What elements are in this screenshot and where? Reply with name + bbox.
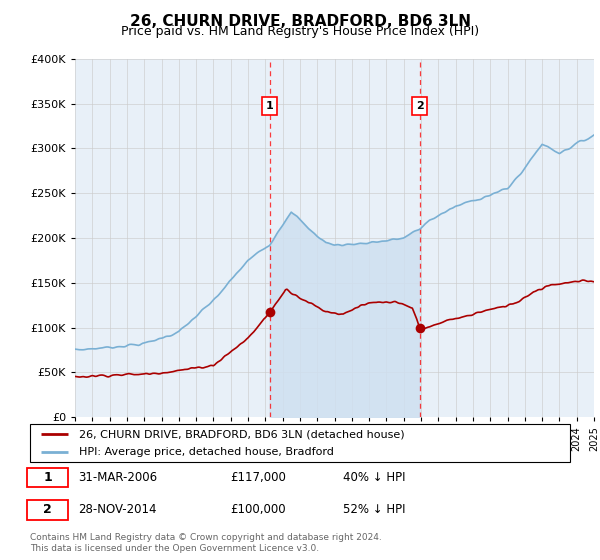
Text: 1: 1 [266,101,274,111]
FancyBboxPatch shape [28,468,68,487]
Text: 28-NOV-2014: 28-NOV-2014 [79,503,157,516]
FancyBboxPatch shape [28,500,68,520]
Text: 26, CHURN DRIVE, BRADFORD, BD6 3LN: 26, CHURN DRIVE, BRADFORD, BD6 3LN [130,14,470,29]
Text: 52% ↓ HPI: 52% ↓ HPI [343,503,406,516]
Text: 2: 2 [43,503,52,516]
Text: HPI: Average price, detached house, Bradford: HPI: Average price, detached house, Brad… [79,447,334,457]
Text: £100,000: £100,000 [230,503,286,516]
Text: Contains HM Land Registry data © Crown copyright and database right 2024.
This d: Contains HM Land Registry data © Crown c… [30,533,382,553]
Text: 40% ↓ HPI: 40% ↓ HPI [343,471,406,484]
Text: Price paid vs. HM Land Registry's House Price Index (HPI): Price paid vs. HM Land Registry's House … [121,25,479,38]
Text: 2: 2 [416,101,424,111]
Text: 1: 1 [43,471,52,484]
Text: £117,000: £117,000 [230,471,286,484]
Text: 26, CHURN DRIVE, BRADFORD, BD6 3LN (detached house): 26, CHURN DRIVE, BRADFORD, BD6 3LN (deta… [79,429,404,439]
Text: 31-MAR-2006: 31-MAR-2006 [79,471,158,484]
